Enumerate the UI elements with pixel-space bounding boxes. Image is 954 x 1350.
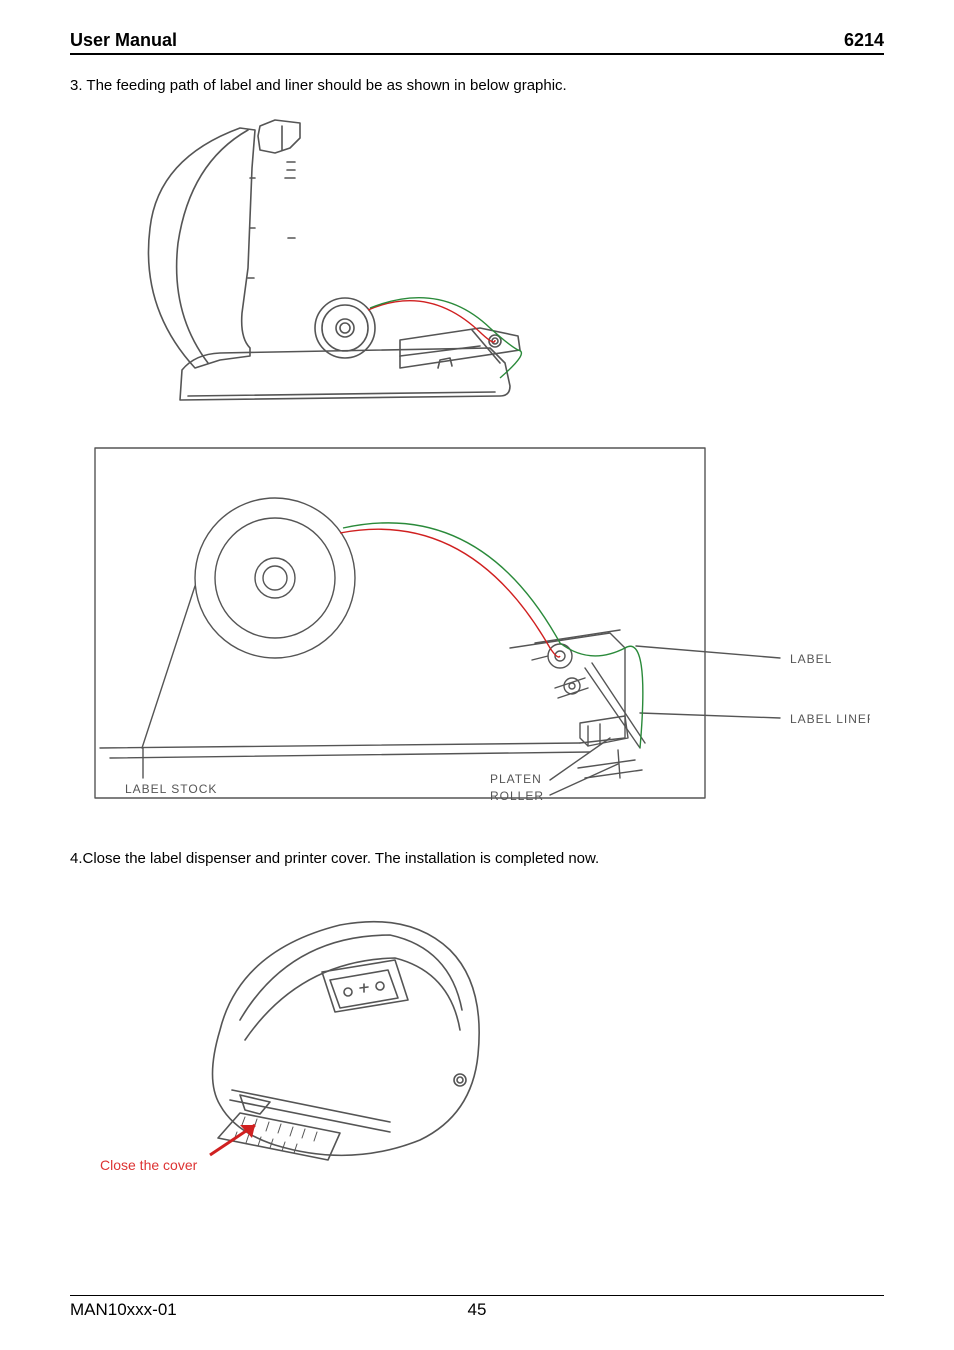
callout-label: LABEL (790, 652, 832, 666)
step4-text: 4.Close the label dispenser and printer … (70, 848, 884, 871)
figure-printer-open-side (100, 108, 530, 428)
close-cover-label: Close the cover (100, 1157, 198, 1173)
figure-printer-closed-iso: Close the cover (90, 880, 530, 1190)
close-cover-arrow-icon (210, 1125, 255, 1155)
footer-doc-code: MAN10xxx-01 (70, 1300, 341, 1320)
header-doc-number: 6214 (844, 30, 884, 51)
header-title: User Manual (70, 30, 177, 51)
page-header: User Manual 6214 (70, 30, 884, 55)
page: User Manual 6214 3. The feeding path of … (0, 0, 954, 1350)
page-footer: MAN10xxx-01 45 (70, 1295, 884, 1320)
callout-platen: PLATEN (490, 772, 542, 786)
callout-label-liner: LABEL LINER (790, 712, 870, 726)
footer-spacer (613, 1300, 884, 1320)
callout-label-stock: LABEL STOCK (125, 782, 217, 796)
figure-feed-path-detail: LABEL LABEL LINER PLATEN ROLLER LABEL ST… (80, 438, 870, 838)
step3-text: 3. The feeding path of label and liner s… (70, 75, 884, 98)
footer-page-number: 45 (341, 1300, 612, 1320)
callout-roller: ROLLER (490, 789, 544, 803)
